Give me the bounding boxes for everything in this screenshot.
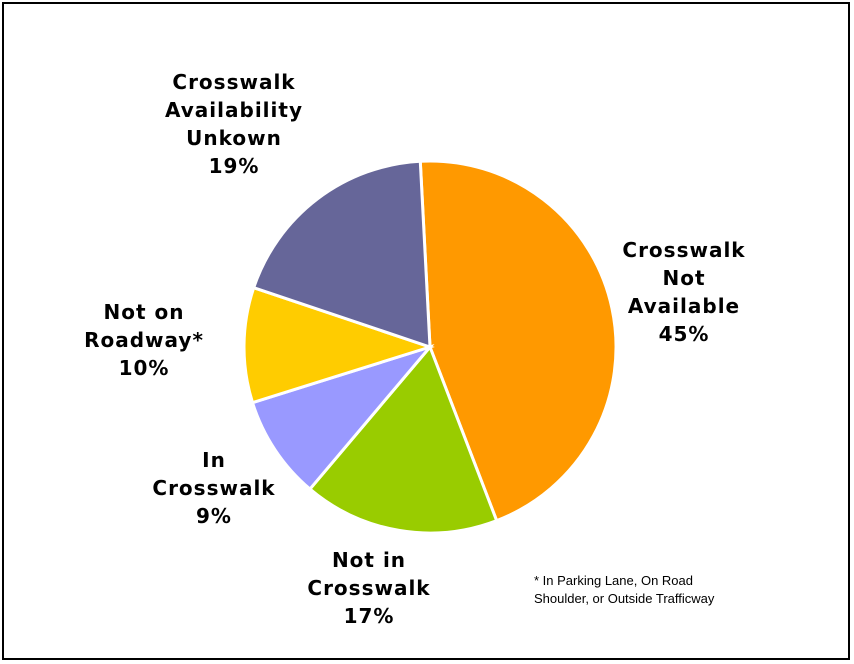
pie-slice-availability-unknown <box>251 159 432 350</box>
slice-label-in-crosswalk: In Crosswalk 9% <box>152 448 276 528</box>
pie-slice-not-in-crosswalk <box>307 344 499 535</box>
slice-label-not-available: Crosswalk Not Available 45% <box>622 238 746 346</box>
pie-slice-in-crosswalk <box>250 344 435 492</box>
slice-label-not-in-crosswalk: Not in Crosswalk 17% <box>307 548 431 628</box>
pie-slice-not-on-roadway <box>242 285 435 405</box>
pie-slice-not-available <box>418 159 618 523</box>
slice-label-not-on-roadway: Not on Roadway* 10% <box>84 300 204 380</box>
pie-chart <box>242 159 618 535</box>
slice-label-availability-unknown: Crosswalk Availability Unkown 19% <box>165 70 303 178</box>
footnote: * In Parking Lane, On Road Shoulder, or … <box>534 573 715 606</box>
